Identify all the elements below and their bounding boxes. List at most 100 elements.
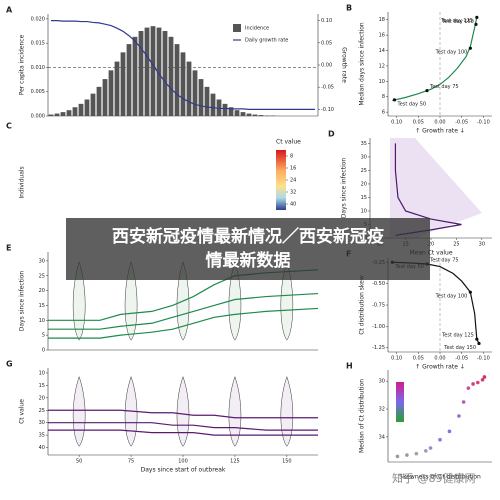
bar [186,61,192,116]
y2-tick-label: 0.10 [321,18,332,24]
test-day-label: Test day 125 [441,333,474,339]
y-axis-label: Ct distribution skew [359,275,366,335]
y-tick-label: -0.75 [372,303,385,309]
bar [66,110,72,116]
banner-line: 西安新冠疫情最新情况／西安新冠疫 [112,227,384,247]
y-tick-label: 30 [39,258,45,264]
y-tick-label: 40 [39,445,45,451]
point [482,375,487,379]
y-tick-label: 18 [379,17,385,23]
color-key [396,382,404,422]
bar [72,107,78,116]
y2-tick-label: 0.00 [321,63,332,69]
x-tick-label: -0.05 [455,356,468,362]
bar [222,103,228,116]
bar [114,61,120,116]
bar [144,27,150,117]
bar [252,114,258,116]
bar [216,99,222,116]
watermark: 知乎 @89健康网 [392,472,476,485]
y-tick-label: 15 [39,383,45,389]
y-tick-label: 10 [361,208,367,214]
y-tick-label: 30 [361,154,367,160]
panel-label: C [6,122,12,131]
test-day-label: Test day 50 [397,101,427,107]
test-day-point [425,88,429,93]
colorbar [276,150,286,210]
y-tick-label: 15 [361,195,367,201]
y-tick-label: 0.010 [31,65,45,71]
bar [108,70,114,116]
test-day-point [475,15,479,19]
x-tick-label: 150 [282,459,292,465]
test-day-label: Test day 125 [440,18,473,24]
colorbar-tick-label: 40 [290,202,296,208]
y-tick-label: 10 [39,370,45,376]
y2-tick-label: -0.05 [321,85,334,91]
x-tick-label: -0.10 [477,356,490,362]
bar [132,36,138,117]
point [395,454,400,459]
colorbar-title: Ct value [276,139,301,146]
legend-swatch [233,24,241,32]
bar [174,44,180,116]
bar [48,114,54,116]
y-tick-label: 10 [379,79,385,85]
point [405,453,409,457]
x-tick-label: 0.05 [413,356,424,362]
y-tick-label: 0.015 [31,41,45,47]
y-axis-label: Ct value [19,399,26,424]
y-tick-label: 25 [361,168,367,174]
test-day-point [468,46,472,50]
test-day-point [477,341,481,346]
y-tick-label: 6 [382,110,385,116]
series-line [392,17,478,102]
point [457,414,461,418]
bar [150,26,156,117]
y-tick-label: 16 [379,33,385,39]
bar [156,27,162,117]
violin [280,375,294,447]
x-tick-label: 25 [453,242,459,248]
series-line [51,20,315,110]
x-tick-label: 0.10 [391,356,402,362]
panel-label: G [6,360,13,369]
y-tick-label: 8 [382,94,385,100]
point [414,451,419,456]
banner-line: 情最新数据 [205,251,291,271]
y-tick-label: 5 [42,333,45,339]
panel-label: E [6,244,11,253]
bar [60,112,66,116]
bar [90,93,96,116]
y-axis-label: Days since infection [19,271,26,332]
panel-label: D [328,130,335,139]
x-tick-label: 0.00 [434,356,445,362]
test-day-point [475,337,479,341]
bar [102,79,108,116]
x-axis-label: Mean Ct value [409,250,452,257]
point [447,429,452,434]
y-axis-label: Days since infection [341,158,348,219]
test-day-point [468,290,472,294]
y-tick-label: -0.50 [372,281,385,287]
test-day-label: Test day 75 [429,84,459,90]
point [461,400,466,404]
point [428,446,433,450]
test-day-point [392,98,397,102]
point [476,380,480,385]
colorbar-tick-label: 8 [290,154,293,160]
bar [120,52,126,116]
y-axis-label: Median of Ct distribution [359,379,366,453]
bar [96,86,102,116]
bar [204,86,210,116]
test-day-label: Test day 75 [429,257,459,263]
x-tick-label: 50 [76,459,82,465]
x-axis-label: ↑ Growth rate ↓ [415,128,465,135]
bar [126,44,132,116]
colorbar-tick-label: 16 [290,166,296,172]
bar [138,31,144,116]
x-tick-label: 0.00 [434,120,445,126]
legend-entry: Incidence [245,26,269,32]
series-line [48,409,318,419]
